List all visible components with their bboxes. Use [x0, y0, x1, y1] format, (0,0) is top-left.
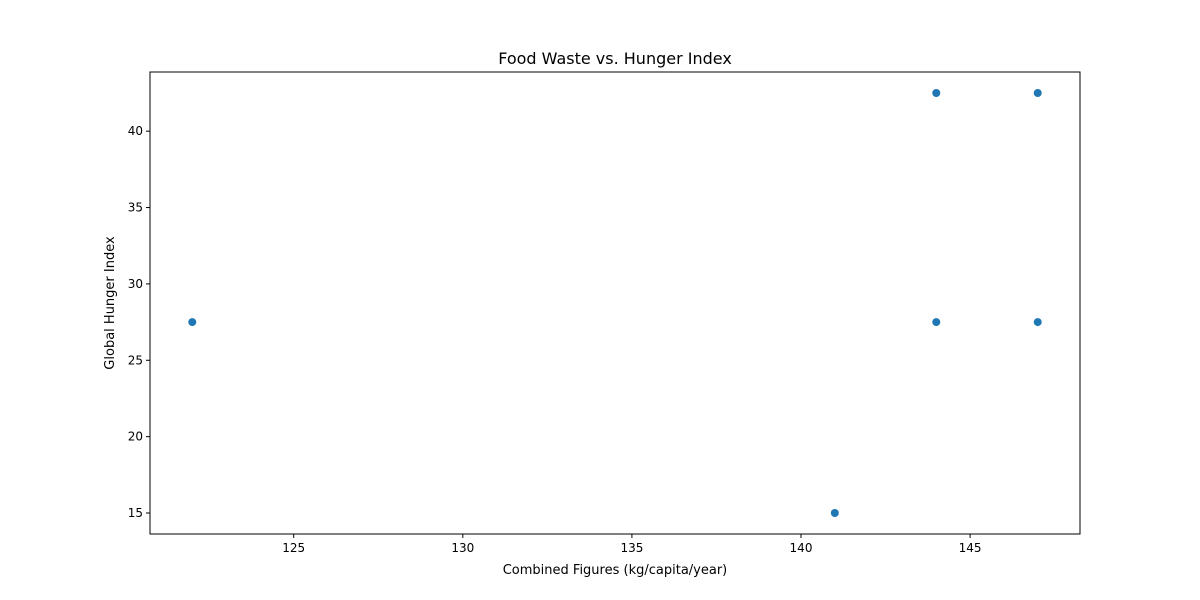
y-axis-label: Global Hunger Index: [103, 236, 118, 370]
axis-ticks: 125 130 135 140 145 15 20 25 30 35 40: [128, 124, 982, 555]
y-tick-label: 20: [128, 430, 143, 444]
x-tick-label: 130: [451, 541, 474, 555]
scatter-point: [830, 509, 839, 517]
chart-title: Food Waste vs. Hunger Index: [498, 49, 732, 68]
scatter-point: [932, 89, 941, 97]
x-tick-label: 140: [790, 541, 813, 555]
scatter-point: [1033, 318, 1042, 327]
x-axis-label: Combined Figures (kg/capita/year): [503, 563, 728, 578]
x-tick-label: 135: [620, 541, 643, 555]
y-tick-label: 35: [128, 201, 143, 215]
y-tick-label: 15: [128, 506, 143, 520]
plot-frame: [149, 71, 1081, 535]
x-tick-label: 125: [282, 541, 305, 555]
scatter-point: [188, 318, 197, 327]
y-tick-label: 40: [128, 124, 143, 138]
x-tick-label: 145: [959, 541, 982, 555]
y-tick-label: 25: [128, 353, 143, 367]
data-points: [188, 89, 1042, 517]
scatter-point: [1033, 89, 1042, 97]
scatter-point: [932, 318, 941, 327]
y-tick-label: 30: [128, 277, 143, 291]
